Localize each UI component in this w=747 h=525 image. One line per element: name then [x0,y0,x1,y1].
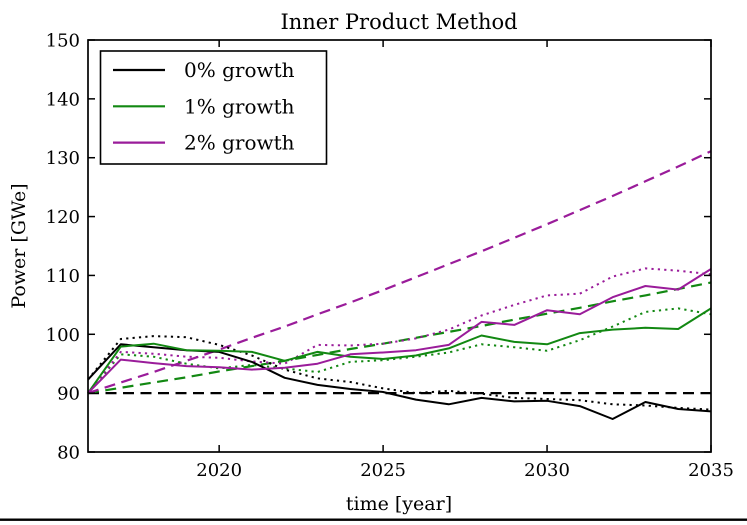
series-layer [87,150,712,420]
series-solid-000000 [87,343,712,420]
y-tick-label: 140 [46,89,80,110]
legend-label: 2% growth [184,131,295,155]
x-tick-label: 2035 [688,460,734,481]
x-tick-label: 2025 [360,460,406,481]
x-axis-label: time [year] [346,493,452,515]
series-solid-9a1c9a [87,268,712,394]
y-tick-label: 100 [46,325,80,346]
y-tick-label: 120 [46,207,80,228]
series-dashed-128812 [87,281,712,395]
series-dotted-128812 [87,307,712,394]
bottom-divider [0,518,747,521]
tick-marks [88,39,712,453]
y-tick-label: 150 [46,31,80,52]
chart-title: Inner Product Method [280,10,517,34]
y-axis-label: Power [GWe] [8,183,30,308]
x-tick-label: 2030 [524,460,570,481]
y-tick-label: 90 [57,384,80,405]
series-dotted-000000 [87,335,712,411]
legend: 0% growth 1% growth 2% growth [99,50,328,165]
series-dashed-9a1c9a [87,150,712,395]
legend-label: 1% growth [184,94,295,118]
series-dotted-9a1c9a [87,267,712,394]
x-tick-label: 2020 [196,460,242,481]
y-tick-label: 130 [46,148,80,169]
y-tick-label: 110 [46,266,80,287]
series-solid-128812 [87,307,712,394]
axes-frame [87,39,712,453]
legend-label: 0% growth [184,58,295,82]
y-tick-label: 80 [57,443,80,464]
